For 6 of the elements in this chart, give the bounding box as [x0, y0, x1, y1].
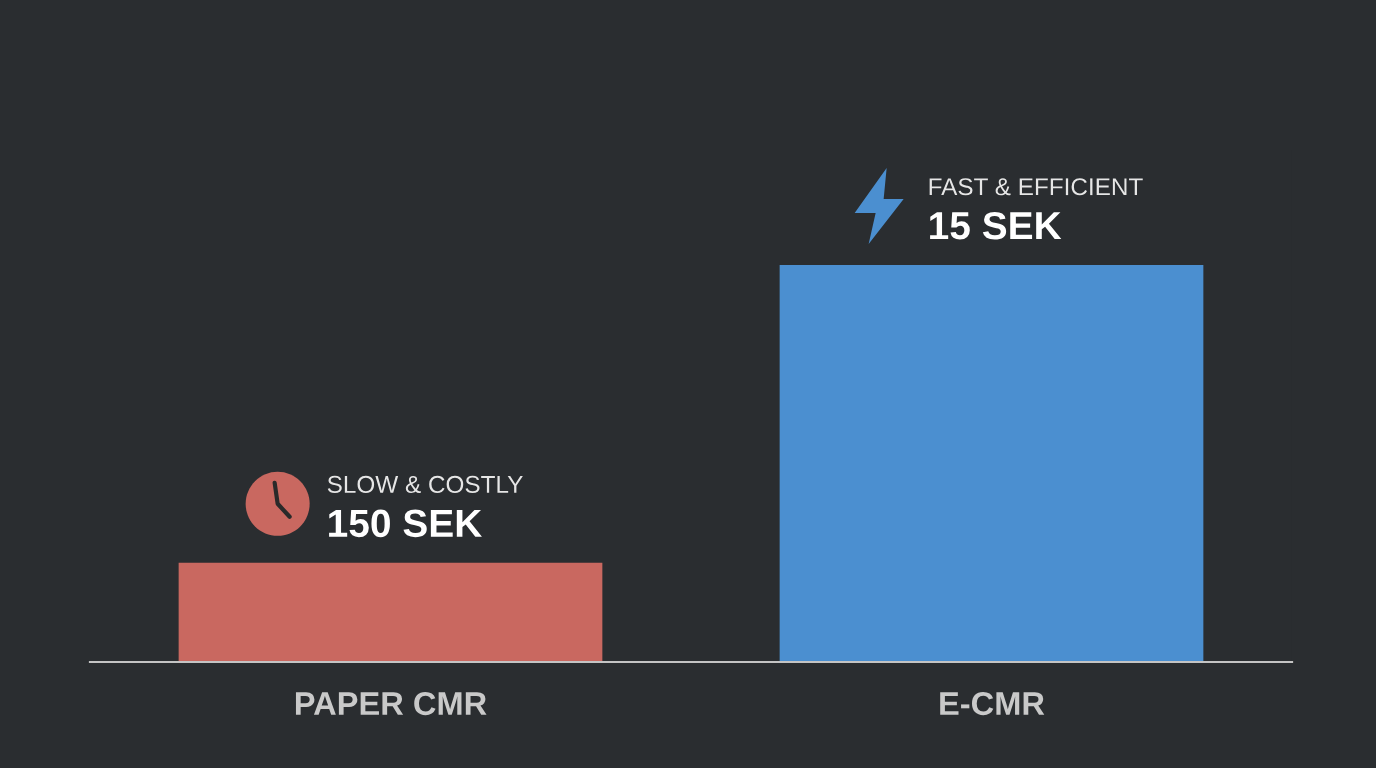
- annotation: FAST & EFFICIENT: [929, 178, 1143, 196]
- x-tick-label: E-CMR: [940, 692, 1045, 716]
- x-tick-label: PAPER CMR: [295, 692, 487, 716]
- annotation: 150 SEK: [329, 509, 482, 538]
- annotation: SLOW & COSTLY: [327, 475, 523, 494]
- annotation: 15 SEK: [930, 211, 1062, 240]
